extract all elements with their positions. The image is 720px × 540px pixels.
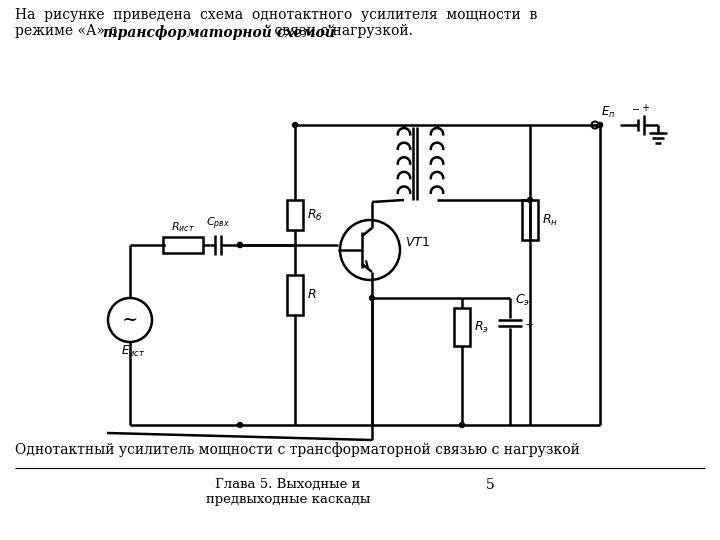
Text: На  рисунке  приведена  схема  однотактного  усилителя  мощности  в: На рисунке приведена схема однотактного …: [15, 8, 537, 22]
Bar: [522, 200, 538, 240]
Bar: [287, 200, 303, 230]
Circle shape: [238, 422, 243, 428]
Text: $E_{ист}$: $E_{ист}$: [121, 344, 145, 359]
Circle shape: [238, 242, 243, 247]
Circle shape: [238, 242, 243, 247]
Text: $R$: $R$: [307, 288, 317, 301]
Text: $R_э$: $R_э$: [474, 320, 489, 335]
Bar: [454, 308, 470, 346]
Text: ~: ~: [122, 311, 138, 329]
Circle shape: [598, 123, 603, 127]
Circle shape: [369, 295, 374, 300]
Text: Однотактный усилитель мощности с трансформаторной связью с нагрузкой: Однотактный усилитель мощности с трансфо…: [15, 442, 580, 457]
Circle shape: [528, 198, 533, 202]
Text: $R_б$: $R_б$: [307, 207, 323, 222]
Text: $-$: $-$: [631, 104, 641, 113]
Text: $+$: $+$: [642, 102, 650, 113]
Circle shape: [292, 123, 297, 127]
Circle shape: [459, 422, 464, 428]
Text: $+$: $+$: [524, 319, 534, 329]
Text: $R_{ист}$: $R_{ист}$: [171, 220, 195, 234]
Circle shape: [598, 123, 603, 127]
Text: режиме «А» с: режиме «А» с: [15, 24, 122, 38]
Text: $C_{р вх}$: $C_{р вх}$: [206, 215, 230, 232]
Bar: [163, 237, 203, 253]
Text: $R_н$: $R_н$: [542, 212, 558, 227]
Text: $C_э$: $C_э$: [515, 293, 530, 308]
Bar: [287, 275, 303, 315]
Text: $VT1$: $VT1$: [405, 235, 430, 248]
Text: трансформаторной схемой: трансформаторной схемой: [103, 24, 335, 39]
Text: Глава 5. Выходные и
предвыходные каскады: Глава 5. Выходные и предвыходные каскады: [206, 478, 370, 506]
Text: 5: 5: [485, 478, 495, 492]
Text: связи с нагрузкой.: связи с нагрузкой.: [270, 24, 413, 38]
Text: $E_п$: $E_п$: [601, 105, 616, 120]
